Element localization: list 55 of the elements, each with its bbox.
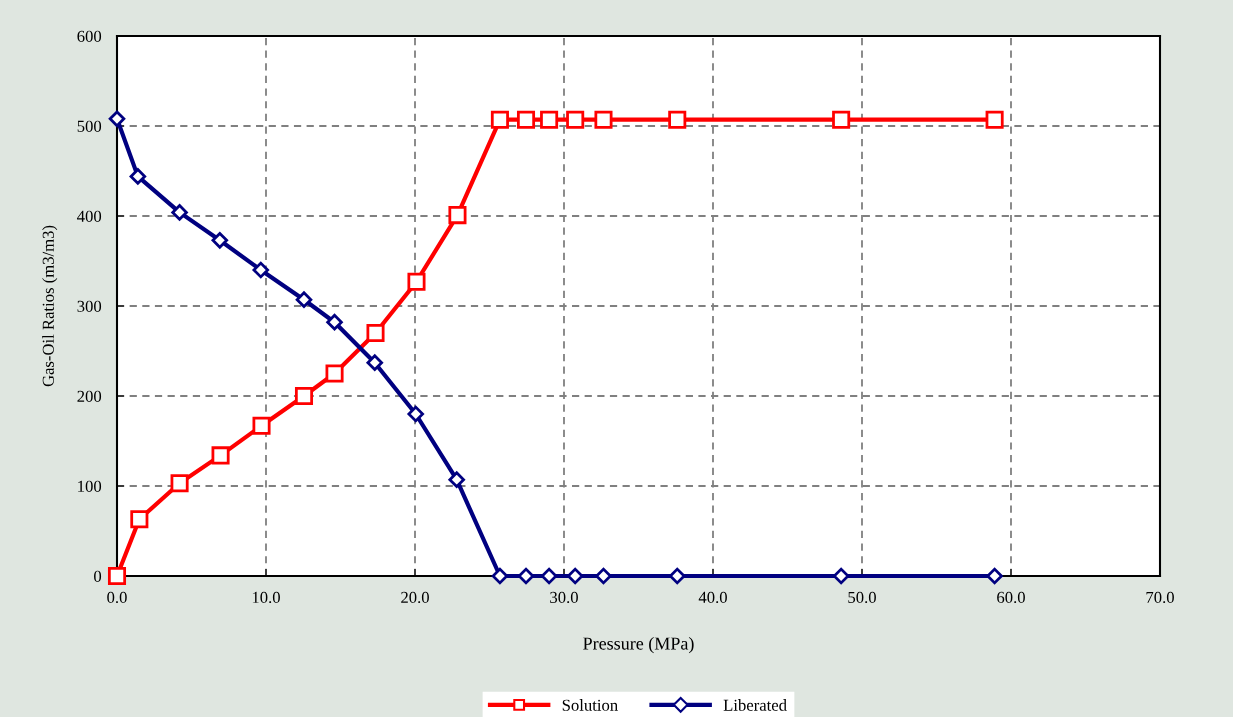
point (407, 272, 426, 291)
x-tick-label: 20.0 (401, 591, 429, 604)
y-tick-label: 500 (77, 120, 102, 132)
point (540, 567, 558, 585)
x-axis-title: Pressure (MPa) (583, 636, 694, 654)
point (986, 567, 1003, 585)
point (366, 354, 384, 371)
y-tick-label: 0 (94, 570, 102, 582)
x-tick-label: 10.0 (252, 591, 280, 604)
y-tick-label: 100 (78, 480, 102, 492)
point (407, 405, 425, 423)
point (490, 110, 509, 129)
point (170, 474, 189, 493)
point (326, 313, 343, 331)
point (516, 110, 536, 129)
point (448, 471, 465, 488)
legend-label: Solution (562, 699, 618, 711)
point (171, 204, 188, 221)
point (129, 168, 147, 185)
point (211, 232, 229, 249)
point (448, 206, 467, 225)
point (668, 110, 687, 129)
point (594, 110, 613, 129)
point (595, 567, 612, 585)
point (832, 567, 850, 585)
x-tick-label: 60.0 (997, 591, 1025, 604)
point (832, 110, 851, 129)
point (985, 110, 1004, 129)
point (252, 261, 270, 279)
point (294, 386, 314, 406)
point (668, 567, 686, 585)
point (540, 110, 559, 129)
point (491, 567, 509, 585)
point (107, 566, 127, 586)
x-tick-label: 30.0 (550, 591, 578, 604)
x-tick-label: 0.0 (107, 591, 127, 604)
point (366, 323, 385, 343)
legend-label: Liberated (723, 699, 787, 711)
x-tick-label: 70.0 (1146, 591, 1174, 604)
y-tick-label: 600 (77, 30, 102, 42)
point (252, 416, 271, 435)
point (211, 446, 230, 465)
point (130, 510, 149, 529)
point (108, 110, 126, 128)
x-tick-label: 50.0 (848, 591, 876, 604)
x-tick-label: 40.0 (698, 591, 727, 604)
y-axis-title: Gas-Oil Ratios (m3/m3) (42, 225, 58, 387)
point (517, 567, 535, 585)
point (566, 110, 585, 129)
y-tick-label: 200 (77, 390, 102, 402)
point (566, 567, 584, 585)
y-tick-label: 300 (77, 300, 102, 312)
y-tick-label: 400 (77, 210, 102, 222)
point (325, 364, 344, 383)
point (295, 291, 313, 308)
